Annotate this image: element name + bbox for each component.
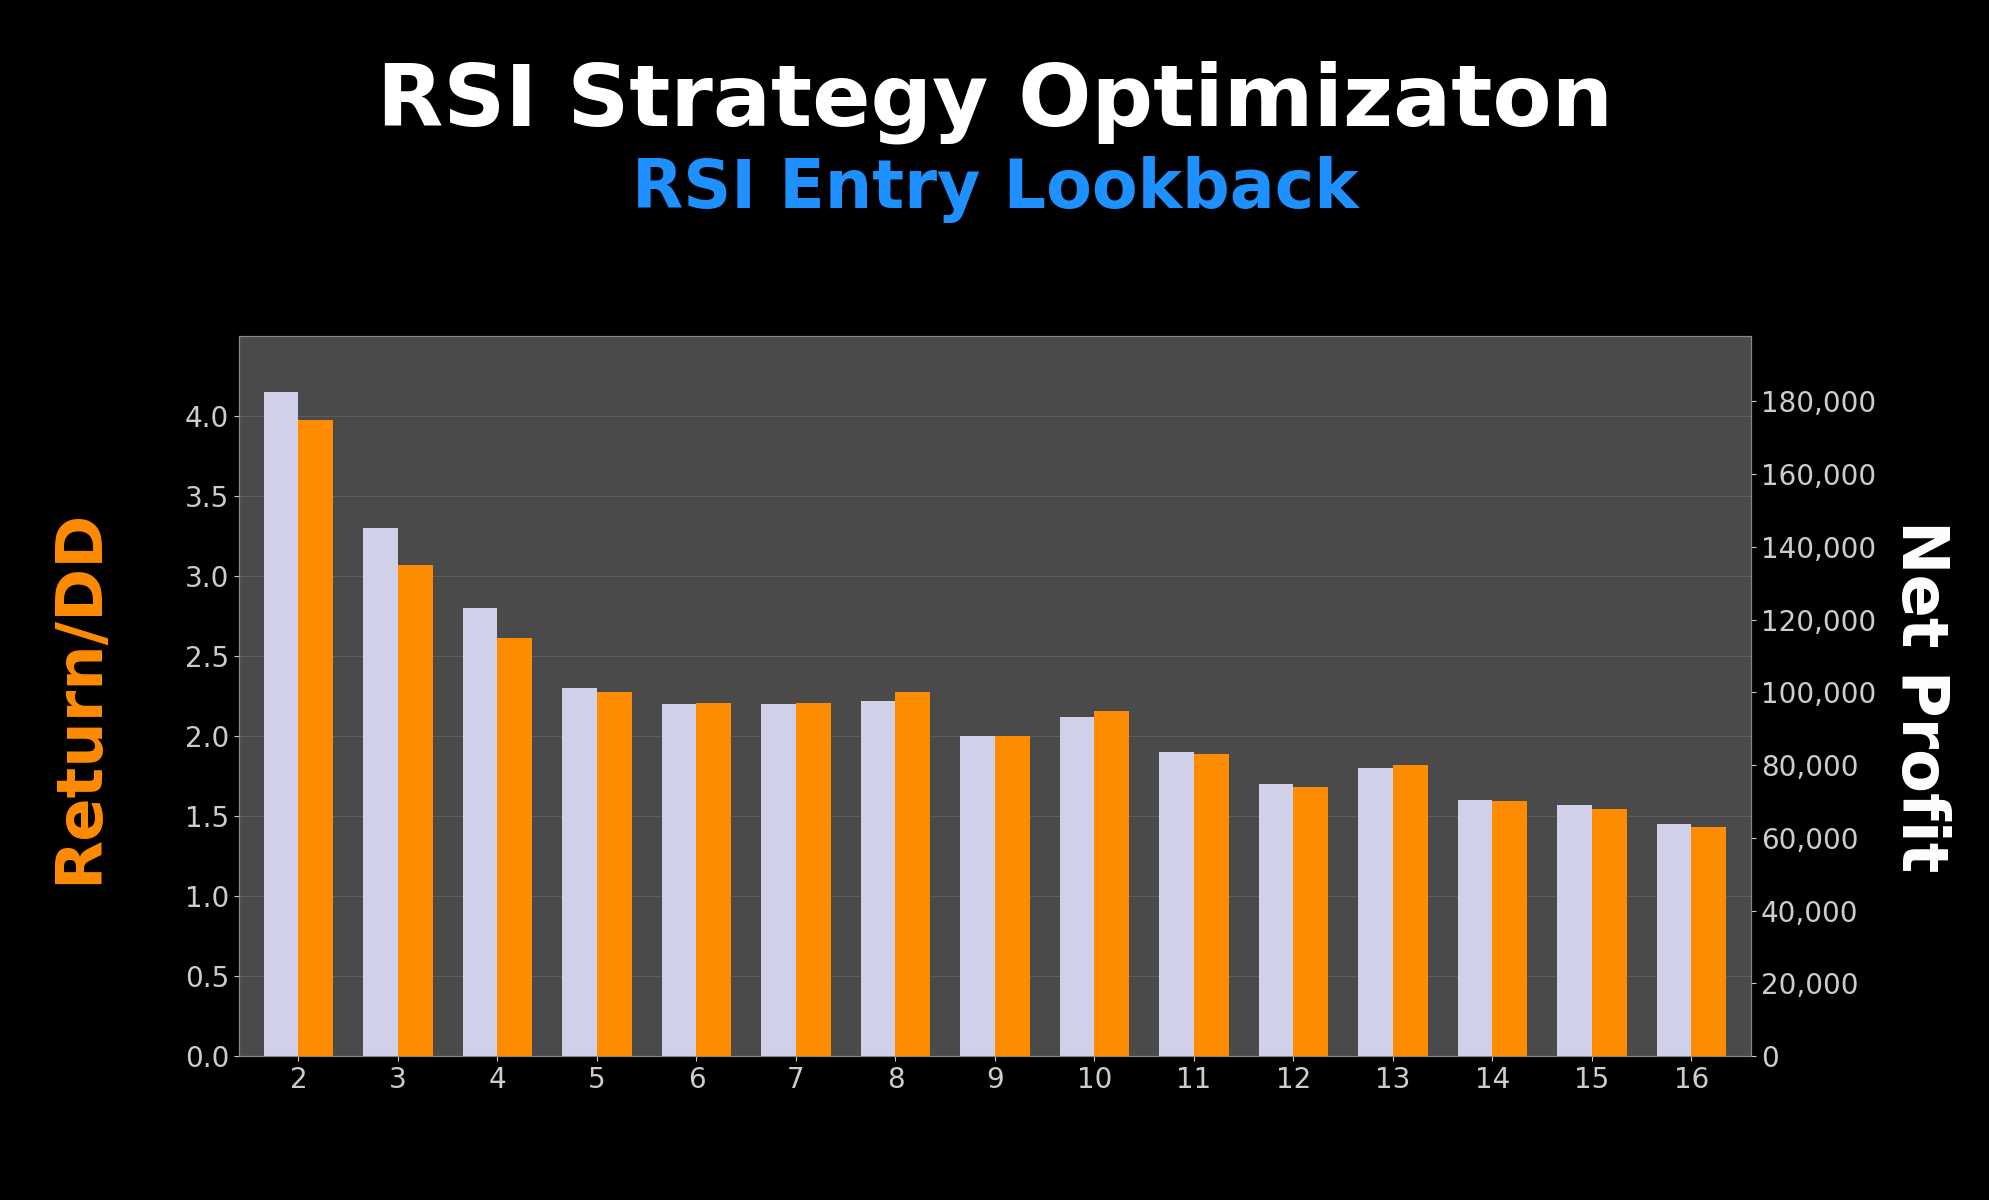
Bar: [895, 692, 929, 1056]
Bar: [298, 420, 332, 1056]
Bar: [1691, 827, 1726, 1056]
Bar: [660, 704, 696, 1056]
Bar: [1555, 805, 1591, 1056]
Bar: [760, 704, 796, 1056]
Text: Return/DD: Return/DD: [48, 509, 111, 883]
Bar: [1655, 824, 1691, 1056]
Bar: [796, 703, 829, 1056]
Bar: [1094, 710, 1130, 1056]
Bar: [497, 638, 531, 1056]
Bar: [994, 736, 1030, 1056]
Bar: [563, 688, 597, 1056]
Bar: [597, 692, 633, 1056]
Bar: [362, 528, 398, 1056]
Bar: [1257, 784, 1293, 1056]
Bar: [1293, 787, 1329, 1056]
Bar: [398, 565, 434, 1056]
Bar: [961, 736, 994, 1056]
Text: RSI Entry Lookback: RSI Entry Lookback: [631, 156, 1358, 223]
Bar: [1193, 754, 1227, 1056]
Bar: [696, 703, 730, 1056]
Bar: [1356, 768, 1392, 1056]
Bar: [1060, 716, 1094, 1056]
Text: RSI Strategy Optimizaton: RSI Strategy Optimizaton: [376, 60, 1613, 144]
Bar: [1392, 766, 1428, 1056]
Text: Net Profit: Net Profit: [1888, 520, 1951, 872]
Bar: [461, 608, 497, 1056]
Bar: [859, 701, 895, 1056]
Bar: [1492, 802, 1528, 1056]
Bar: [1591, 809, 1627, 1056]
Bar: [1456, 800, 1492, 1056]
Bar: [1158, 752, 1193, 1056]
Bar: [263, 392, 298, 1056]
